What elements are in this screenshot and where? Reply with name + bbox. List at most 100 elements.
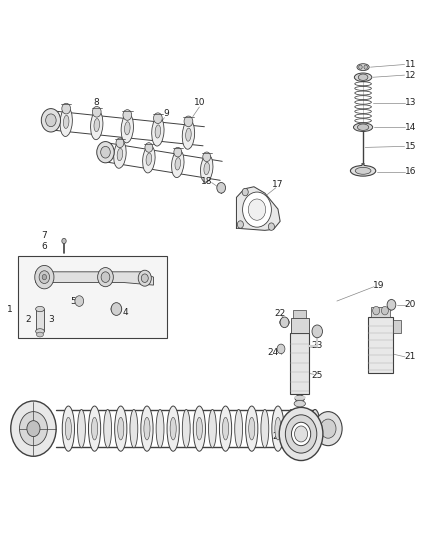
- Circle shape: [62, 238, 66, 244]
- Ellipse shape: [146, 153, 152, 165]
- Text: 13: 13: [404, 98, 416, 107]
- Ellipse shape: [141, 406, 153, 451]
- Circle shape: [27, 421, 40, 437]
- Ellipse shape: [310, 409, 320, 448]
- Circle shape: [294, 426, 307, 442]
- Text: 4: 4: [122, 308, 128, 317]
- Circle shape: [217, 182, 226, 193]
- Circle shape: [280, 317, 289, 328]
- Circle shape: [320, 419, 336, 438]
- Text: 22: 22: [275, 309, 286, 318]
- Ellipse shape: [186, 128, 191, 141]
- Circle shape: [42, 274, 46, 280]
- Ellipse shape: [117, 148, 123, 161]
- Text: 6: 6: [42, 242, 47, 251]
- Ellipse shape: [196, 417, 202, 440]
- Circle shape: [279, 407, 323, 461]
- Circle shape: [101, 147, 110, 158]
- Ellipse shape: [156, 409, 164, 448]
- Circle shape: [153, 113, 162, 124]
- Ellipse shape: [35, 306, 44, 312]
- Circle shape: [237, 221, 244, 228]
- Circle shape: [123, 110, 132, 120]
- Circle shape: [46, 114, 56, 127]
- Ellipse shape: [62, 406, 74, 451]
- Ellipse shape: [358, 74, 368, 80]
- Ellipse shape: [201, 155, 213, 182]
- Circle shape: [184, 116, 193, 127]
- Text: 18: 18: [201, 177, 212, 186]
- Text: 15: 15: [404, 142, 416, 151]
- Circle shape: [116, 138, 124, 148]
- Ellipse shape: [94, 118, 99, 132]
- Bar: [291, 318, 308, 333]
- Ellipse shape: [219, 406, 232, 451]
- Ellipse shape: [121, 114, 134, 143]
- Text: 11: 11: [404, 60, 416, 69]
- Bar: [393, 320, 401, 333]
- Ellipse shape: [272, 406, 284, 451]
- Ellipse shape: [143, 146, 155, 173]
- Text: 25: 25: [311, 371, 323, 380]
- Circle shape: [101, 272, 110, 282]
- Circle shape: [138, 270, 151, 286]
- Ellipse shape: [275, 417, 281, 440]
- Circle shape: [242, 188, 248, 196]
- Ellipse shape: [193, 406, 205, 451]
- Text: 16: 16: [404, 167, 416, 176]
- Ellipse shape: [170, 417, 176, 440]
- Ellipse shape: [124, 122, 130, 135]
- Polygon shape: [35, 272, 153, 285]
- Ellipse shape: [114, 141, 126, 168]
- Circle shape: [174, 147, 182, 157]
- Ellipse shape: [175, 158, 180, 170]
- Ellipse shape: [354, 73, 372, 82]
- Ellipse shape: [92, 417, 98, 440]
- Text: 7: 7: [42, 231, 47, 240]
- Bar: [35, 309, 44, 332]
- Circle shape: [286, 415, 317, 453]
- Ellipse shape: [88, 406, 101, 451]
- Ellipse shape: [208, 409, 216, 448]
- Ellipse shape: [287, 409, 295, 448]
- Ellipse shape: [91, 110, 103, 140]
- Text: 21: 21: [405, 352, 416, 361]
- Circle shape: [41, 109, 60, 132]
- Circle shape: [35, 265, 54, 289]
- Ellipse shape: [357, 124, 369, 131]
- Text: 9: 9: [164, 109, 170, 118]
- Ellipse shape: [204, 163, 209, 175]
- Circle shape: [277, 344, 285, 354]
- Ellipse shape: [155, 125, 161, 138]
- Circle shape: [62, 103, 71, 114]
- Bar: [368, 317, 393, 373]
- Ellipse shape: [223, 417, 229, 440]
- Ellipse shape: [130, 409, 138, 448]
- Ellipse shape: [78, 409, 85, 448]
- Circle shape: [243, 192, 272, 227]
- Circle shape: [387, 300, 396, 310]
- Ellipse shape: [172, 150, 184, 177]
- Text: 23: 23: [311, 341, 323, 350]
- Polygon shape: [237, 187, 280, 230]
- Text: 10: 10: [194, 98, 205, 107]
- Circle shape: [141, 274, 148, 282]
- Text: 5: 5: [70, 296, 76, 305]
- Circle shape: [39, 271, 49, 284]
- Text: 3: 3: [48, 315, 54, 324]
- Ellipse shape: [182, 409, 190, 448]
- Ellipse shape: [294, 400, 305, 407]
- Ellipse shape: [104, 409, 112, 448]
- Text: 17: 17: [272, 180, 284, 189]
- Ellipse shape: [249, 417, 255, 440]
- Ellipse shape: [36, 332, 43, 337]
- Circle shape: [312, 325, 322, 338]
- Ellipse shape: [261, 409, 269, 448]
- Circle shape: [111, 303, 122, 316]
- Ellipse shape: [353, 123, 373, 132]
- Ellipse shape: [35, 329, 44, 334]
- Circle shape: [92, 107, 101, 117]
- Circle shape: [203, 152, 211, 161]
- Circle shape: [97, 142, 114, 163]
- Ellipse shape: [182, 120, 194, 149]
